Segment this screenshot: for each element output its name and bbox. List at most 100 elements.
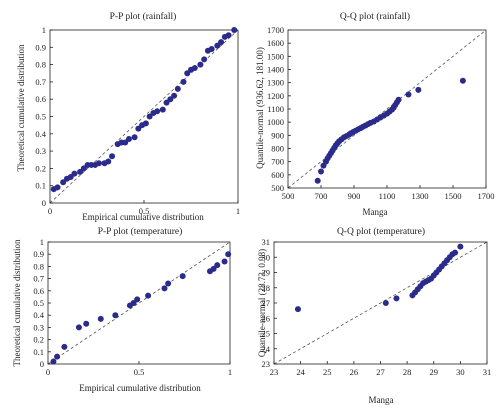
pp-temperature-reference-line (47, 241, 231, 365)
pp-temperature-point (83, 320, 90, 327)
pp-rainfall-ytick-label: 0.4 (35, 129, 46, 139)
pp-rainfall-title: P-P plot (rainfall) (110, 11, 177, 22)
pp-temperature-xtick-label: 0.5 (134, 367, 145, 377)
qq-rainfall-xtick-label: 1500 (445, 191, 462, 201)
qq-rainfall-ytick-label: 800 (271, 144, 284, 154)
qq-temperature-ytick-label: 25 (262, 329, 271, 339)
pp-temperature-ylabel: Theoretical cumulative distribution (12, 239, 22, 366)
qq-rainfall-xtick-label: 900 (348, 191, 361, 201)
pp-temperature-point (130, 300, 137, 306)
pp-temperature-ytick-label: 0.3 (33, 322, 44, 332)
pp-temperature-point (75, 324, 82, 331)
pp-temperature-point (210, 265, 217, 272)
pp-rainfall-point (218, 39, 225, 46)
pp-temperature-ytick-label: 0.5 (33, 298, 44, 308)
qq-rainfall-ytick-label: 1300 (267, 78, 284, 88)
qq-rainfall-ytick-label: 1600 (267, 38, 284, 48)
qq-temperature-ytick-label: 23 (262, 359, 271, 369)
qq-rainfall-ytick-label: 500 (271, 183, 284, 193)
qq-temperature-xtick-label: 23 (270, 367, 279, 377)
pp-rainfall-point (171, 92, 178, 99)
qq-temperature-point (452, 249, 459, 256)
qq-rainfall-ytick-label: 700 (271, 157, 284, 167)
pp-rainfall-ylabel: Theoretical cumulative distribution (16, 44, 26, 171)
qq-temperature-xlabel: Manga (369, 395, 394, 405)
pp-rainfall-point (180, 78, 187, 85)
qq-rainfall-ytick-label: 1200 (267, 91, 284, 101)
pp-temperature-xtick-label: 1 (228, 367, 232, 377)
pp-rainfall-ytick-label: 0.7 (35, 77, 46, 87)
pp-rainfall-xtick-label: 0.5 (139, 206, 150, 216)
pp-temperature-point (61, 343, 68, 350)
qq-temperature-ytick-label: 30 (262, 252, 271, 262)
pp-rainfall-point (109, 153, 116, 160)
pp-temperature-ytick-label: 0.1 (33, 347, 44, 357)
qq-rainfall-ytick-label: 1100 (267, 104, 284, 114)
pp-rainfall-point (54, 184, 61, 191)
pp-rainfall-ytick-label: 0.3 (35, 146, 46, 156)
qq-rainfall-point (415, 86, 422, 93)
pp-rainfall-point (225, 32, 232, 39)
qq-temperature-xtick-label: 26 (350, 367, 359, 377)
pp-rainfall-point (142, 120, 149, 127)
pp-temperature-panel: P-P plot (temperature) Empirical cumulat… (12, 226, 232, 393)
qq-rainfall-ytick-label: 1000 (267, 117, 284, 127)
qq-rainfall-ytick-label: 1500 (267, 51, 284, 61)
qq-temperature-ylabel: Quantile-normal (28.73, 0.98) (257, 249, 267, 357)
qq-rainfall-xtick-label: 1700 (478, 191, 495, 201)
pp-rainfall-point (231, 27, 238, 33)
qq-temperature-xtick-label: 27 (376, 367, 385, 377)
pp-temperature-point (54, 353, 61, 360)
pp-rainfall-point (105, 158, 112, 165)
pp-rainfall-ytick-label: 0.9 (35, 42, 46, 52)
qq-temperature-ytick-label: 27 (262, 298, 271, 308)
qq-rainfall-ylabel: Quantile-normal (936.62, 181.00) (255, 47, 265, 169)
qq-temperature-xtick-label: 31 (483, 367, 492, 377)
qq-temperature-ytick-label: 31 (262, 237, 271, 247)
pp-temperature-ytick-label: 0.6 (33, 286, 44, 296)
qq-rainfall-title: Q-Q plot (rainfall) (340, 11, 410, 22)
pp-temperature-point (50, 358, 57, 365)
pp-temperature-ytick-label: 0.9 (33, 249, 44, 259)
qq-temperature-ytick-label: 29 (262, 268, 271, 278)
qq-temperature-xtick-label: 28 (403, 367, 412, 377)
pp-rainfall-point (154, 108, 161, 115)
pp-rainfall-reference-line (49, 29, 239, 204)
pp-temperature-xtick-label: 0 (46, 367, 50, 377)
pp-temperature-point (134, 296, 141, 303)
qq-temperature-title: Q-Q plot (temperature) (337, 226, 425, 237)
qq-rainfall-ytick-label: 600 (271, 170, 284, 180)
qq-rainfall-point (314, 177, 321, 184)
pp-rainfall-ytick-label: 0.2 (35, 163, 46, 173)
qq-rainfall-ytick-label: 900 (271, 130, 284, 140)
pp-temperature-frame (47, 241, 231, 365)
pp-rainfall-point (159, 106, 166, 113)
qq-rainfall-xlabel: Manga (363, 207, 388, 217)
qq-rainfall-panel: Q-Q plot (rainfall) Manga Quantile-norma… (255, 11, 495, 217)
qq-temperature-point (382, 300, 389, 306)
pp-rainfall-plot: 0 0.5 1 0 0.1 0.2 0.3 0.4 0.5 0.6 0.7 0.8 0.9 1 (35, 25, 240, 216)
pp-rainfall-point (191, 65, 198, 72)
pp-rainfall-ytick-label: 0.8 (35, 60, 46, 70)
pp-temperature-point (165, 280, 172, 287)
pp-temperature-point (225, 251, 232, 258)
qq-temperature-point (294, 306, 301, 313)
qq-rainfall-xtick-label: 1100 (379, 191, 396, 201)
pp-temperature-ytick-label: 0 (40, 359, 44, 369)
pp-rainfall-ytick-label: 0.5 (35, 112, 46, 122)
pp-temperature-point (221, 258, 228, 265)
qq-rainfall-plot: 500 700 900 1100 1300 1500 1700 500 600 700 800 900… (267, 25, 495, 201)
qq-rainfall-xtick-label: 700 (315, 191, 328, 201)
pp-temperature-ytick-label: 0.4 (33, 310, 44, 320)
qq-temperature-xtick-label: 30 (456, 367, 465, 377)
pp-temperature-xlabel: Empirical cumulative distribution (79, 383, 201, 393)
qq-temperature-point (457, 243, 464, 250)
pp-rainfall-point (208, 46, 215, 53)
qq-temperature-xtick-label: 29 (430, 367, 439, 377)
qq-temperature-plot: 23 24 25 26 27 28 29 30 31 23 24 25 26 27 28 29 30 31 (262, 237, 492, 377)
qq-temperature-ytick-label: 24 (262, 344, 271, 354)
pp-temperature-point (145, 292, 152, 299)
pp-rainfall-point (95, 160, 102, 167)
pp-temperature-ytick-label: 1 (40, 237, 44, 247)
qq-temperature-ytick-label: 28 (262, 283, 271, 293)
